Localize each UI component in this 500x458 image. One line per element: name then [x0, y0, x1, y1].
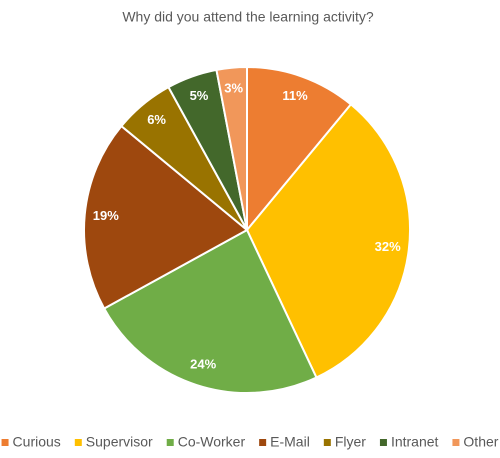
- data-label: 24%: [190, 356, 216, 371]
- legend-marker: [379, 439, 387, 446]
- legend-marker: [259, 439, 267, 446]
- data-label: 5%: [190, 88, 209, 103]
- pie-slice: [215, 65, 248, 231]
- chart-title: Why did you attend the learning activity…: [122, 9, 374, 25]
- legend-marker: [74, 439, 82, 446]
- pie-slice: [102, 228, 318, 394]
- legend-label: Curious: [13, 434, 61, 450]
- legend-label: Co-Worker: [178, 434, 246, 450]
- pie-slice: [83, 124, 249, 310]
- legend-marker: [452, 439, 460, 446]
- data-label: 32%: [375, 239, 401, 254]
- legend-label: E-Mail: [270, 434, 310, 450]
- legend-marker: [323, 439, 331, 446]
- data-label: 3%: [224, 80, 243, 95]
- data-label: 6%: [147, 112, 166, 127]
- legend-marker: [1, 439, 9, 446]
- legend-label: Intranet: [391, 434, 439, 450]
- legend-label: Supervisor: [86, 434, 153, 450]
- legend-marker: [166, 439, 174, 446]
- data-label: 19%: [93, 208, 119, 223]
- legend-label: Flyer: [335, 434, 366, 450]
- legend-label: Other: [463, 434, 498, 450]
- pie-slice: [246, 65, 353, 233]
- data-label: 11%: [282, 88, 308, 103]
- pie-slice: [245, 102, 411, 379]
